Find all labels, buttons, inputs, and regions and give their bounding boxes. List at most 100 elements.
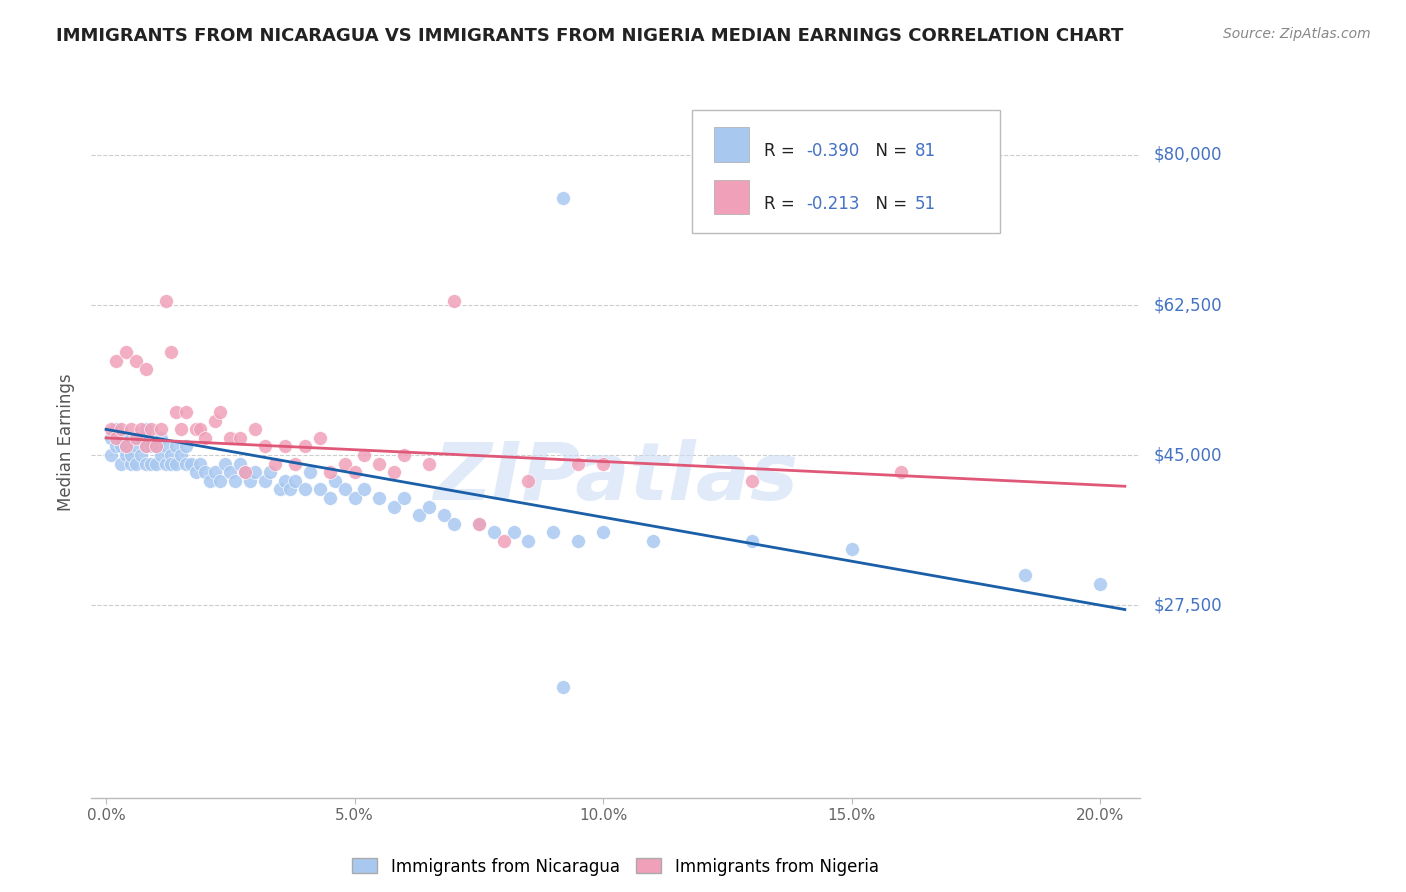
Text: N =: N = [865, 142, 912, 161]
Point [274, 440, 297, 454]
Point [149, 422, 172, 436]
Text: $45,000: $45,000 [1154, 446, 1222, 464]
Point [408, 508, 430, 522]
Y-axis label: Median Earnings: Median Earnings [58, 374, 75, 511]
Text: N =: N = [865, 194, 912, 212]
Text: -0.213: -0.213 [806, 194, 859, 212]
Point [318, 491, 340, 505]
Point [353, 448, 375, 462]
Point [115, 440, 138, 454]
Point [433, 508, 456, 522]
Point [105, 422, 128, 436]
Text: $27,500: $27,500 [1154, 596, 1222, 614]
Text: ZIPatlas: ZIPatlas [433, 439, 799, 516]
Point [190, 457, 212, 471]
Point [224, 474, 246, 488]
Point [641, 533, 664, 548]
Point [243, 422, 266, 436]
Point [308, 431, 330, 445]
Point [135, 362, 157, 376]
Point [233, 465, 256, 479]
Point [100, 422, 122, 436]
Point [841, 542, 863, 557]
Point [139, 440, 162, 454]
Point [105, 440, 128, 454]
Point [169, 422, 191, 436]
Point [259, 465, 281, 479]
Point [155, 440, 177, 454]
Point [553, 680, 575, 694]
Point [318, 465, 340, 479]
Text: -0.390: -0.390 [806, 142, 859, 161]
Point [229, 457, 252, 471]
Point [110, 457, 132, 471]
Point [492, 533, 515, 548]
Point [139, 422, 162, 436]
Point [323, 474, 346, 488]
Point [125, 353, 148, 368]
Point [145, 440, 167, 454]
Point [468, 516, 491, 531]
Point [105, 353, 128, 368]
Point [120, 431, 142, 445]
Point [149, 431, 172, 445]
Point [343, 491, 366, 505]
Point [110, 431, 132, 445]
Point [110, 440, 132, 454]
Point [553, 191, 575, 205]
Point [174, 405, 197, 419]
Text: $80,000: $80,000 [1154, 146, 1222, 164]
Point [294, 440, 316, 454]
Point [278, 483, 301, 497]
Point [100, 448, 122, 462]
Point [214, 457, 236, 471]
Point [139, 457, 162, 471]
Point [567, 533, 589, 548]
Point [169, 448, 191, 462]
Text: $62,500: $62,500 [1154, 296, 1222, 314]
Legend: Immigrants from Nicaragua, Immigrants from Nigeria: Immigrants from Nicaragua, Immigrants fr… [346, 851, 886, 882]
Point [110, 422, 132, 436]
Point [418, 457, 440, 471]
Text: 51: 51 [914, 194, 935, 212]
Point [184, 465, 207, 479]
Point [219, 465, 242, 479]
Point [382, 465, 405, 479]
Point [890, 465, 912, 479]
Point [482, 525, 505, 540]
Point [165, 457, 187, 471]
Point [394, 448, 416, 462]
Point [209, 474, 232, 488]
Point [120, 448, 142, 462]
Text: R =: R = [763, 142, 800, 161]
Point [741, 474, 763, 488]
Point [135, 422, 157, 436]
Point [209, 405, 232, 419]
Point [333, 483, 356, 497]
Point [155, 457, 177, 471]
Point [219, 431, 242, 445]
Point [180, 457, 202, 471]
Point [159, 448, 181, 462]
Point [254, 474, 277, 488]
Point [149, 448, 172, 462]
Point [200, 474, 222, 488]
Point [284, 474, 307, 488]
Point [229, 431, 252, 445]
Point [382, 500, 405, 514]
Point [443, 293, 465, 308]
Point [243, 465, 266, 479]
Text: Source: ZipAtlas.com: Source: ZipAtlas.com [1223, 27, 1371, 41]
Point [394, 491, 416, 505]
Point [190, 422, 212, 436]
Point [343, 465, 366, 479]
Text: IMMIGRANTS FROM NICARAGUA VS IMMIGRANTS FROM NIGERIA MEDIAN EARNINGS CORRELATION: IMMIGRANTS FROM NICARAGUA VS IMMIGRANTS … [56, 27, 1123, 45]
Point [298, 465, 321, 479]
Point [1088, 576, 1111, 591]
Point [115, 345, 138, 359]
Point [194, 465, 217, 479]
Point [184, 422, 207, 436]
Point [517, 533, 540, 548]
Point [145, 457, 167, 471]
Point [115, 440, 138, 454]
